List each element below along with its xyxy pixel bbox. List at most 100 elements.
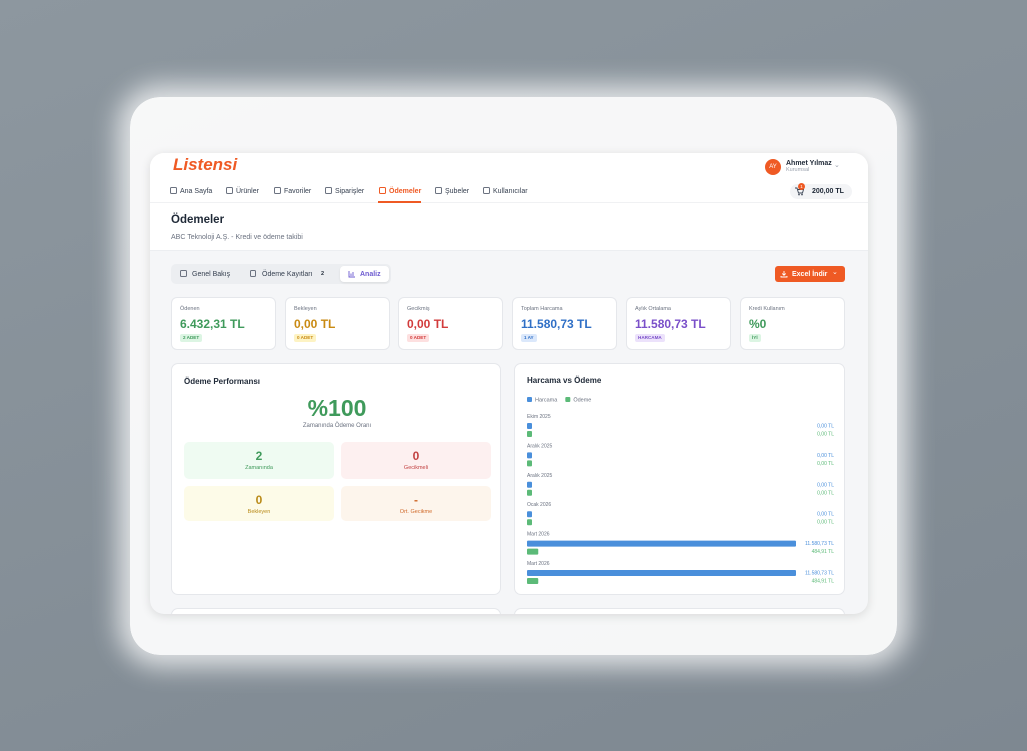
bar	[527, 519, 532, 526]
panel-title: Ödeme Performansı	[184, 377, 261, 386]
tab[interactable]: Ödeme Kayıtları	[262, 271, 313, 278]
stat-badge: 0 ADET	[294, 334, 317, 342]
stat-label: Ödenen	[180, 306, 200, 312]
stat-label: Aylık Ortalama	[635, 306, 671, 312]
tab-icon	[250, 270, 256, 277]
value-label: 0,00 TL	[817, 482, 834, 488]
bar	[527, 570, 796, 576]
nav-icon	[483, 187, 490, 194]
legend-label: Harcama	[535, 398, 558, 404]
value-label: 0,00 TL	[817, 424, 834, 430]
stat-value: %0	[749, 317, 767, 331]
bar	[527, 460, 532, 467]
stat-badge: 1 AY	[521, 334, 537, 342]
value-label: 0,00 TL	[817, 432, 834, 438]
stat-card: Toplam Harcama 11.580,73 TL 1 AY	[512, 297, 617, 350]
bar	[527, 423, 532, 429]
stat-box: 2 Zamanında	[184, 442, 334, 479]
app-window: Listensi AY Ahmet Yılmaz Kurumsal ⌄ 1 20…	[150, 153, 868, 614]
stat-badge: İYİ	[749, 334, 761, 342]
box-value: 0	[255, 493, 263, 507]
panel-partial	[514, 608, 845, 614]
avatar-initials: AY	[769, 164, 777, 170]
divider	[150, 202, 868, 203]
bar	[527, 511, 532, 518]
bar	[527, 540, 796, 547]
header: Listensi AY Ahmet Yılmaz Kurumsal ⌄ 1 20…	[150, 153, 868, 251]
tab-badge: 2	[321, 270, 325, 277]
chart-title: Harcama vs Ödeme	[527, 376, 602, 385]
rate-label: Zamanında Ödeme Oranı	[302, 423, 372, 429]
box-label: Zamanında	[245, 465, 273, 471]
nav-item[interactable]: Siparişler	[335, 188, 365, 195]
nav-icon	[325, 187, 332, 194]
value-label: 11.580,73 TL	[805, 571, 834, 577]
stat-label: Bekleyen	[294, 306, 317, 312]
nav-icon	[379, 187, 386, 194]
chevron[interactable]: ⌄	[834, 162, 840, 169]
box-label: Ort. Gecikme	[399, 509, 433, 515]
nav-icon	[274, 187, 281, 194]
box-value: -	[414, 493, 418, 507]
export-button[interactable]	[775, 266, 845, 282]
stat-badge: 2 ADET	[180, 334, 203, 342]
user-role: Kurumsal	[786, 167, 810, 173]
avatar[interactable]	[765, 159, 781, 175]
nav-item[interactable]: Ödemeler	[389, 188, 422, 195]
bar	[527, 481, 532, 488]
tab-icon	[180, 270, 187, 277]
cart-badge-text: 1	[800, 183, 803, 189]
value-label: 0,00 TL	[817, 490, 834, 496]
cart[interactable]	[790, 184, 852, 199]
box-value: 0	[412, 449, 420, 463]
stat-card: Bekleyen 0,00 TL 0 ADET	[285, 297, 390, 350]
user-name[interactable]: Ahmet Yılmaz	[786, 160, 832, 167]
stat-badge: HARCAMA	[635, 334, 665, 342]
nav-item[interactable]: Kullanıcılar	[493, 188, 528, 195]
tab[interactable]: Analiz	[360, 271, 381, 278]
nav-item[interactable]: Ana Sayfa	[180, 188, 213, 195]
stat-label: Kredi Kullanım	[749, 306, 785, 312]
nav-item[interactable]: Ürünler	[236, 188, 259, 195]
bar	[527, 431, 532, 437]
stat-card: Gecikmiş 0,00 TL 0 ADET	[398, 297, 503, 350]
category-label: Aralık 2025	[527, 473, 553, 479]
legend-label: Ödeme	[573, 397, 591, 404]
bar	[527, 548, 539, 555]
tab-icon	[348, 271, 355, 278]
category-label: Mart 2026	[527, 561, 550, 567]
rate: %100	[307, 395, 367, 421]
value-label: 11.580,73 TL	[805, 541, 834, 547]
value-label: 0,00 TL	[817, 512, 834, 518]
stat-box: 0 Gecikmeli	[341, 442, 491, 479]
panel-partial	[171, 608, 501, 614]
nav-item[interactable]: Favoriler	[284, 188, 312, 195]
nav-icon	[170, 187, 177, 194]
box-label: Gecikmeli	[403, 465, 429, 471]
active-tab[interactable]	[340, 266, 389, 282]
box-label: Bekleyen	[247, 509, 271, 515]
active-underline	[378, 201, 421, 203]
value-label: 484,91 TL	[812, 579, 835, 585]
nav-item[interactable]: Şubeler	[445, 188, 470, 195]
stat-label: Gecikmiş	[407, 306, 430, 312]
stat-box: 0 Bekleyen	[184, 486, 334, 521]
cart-total: 200,00 TL	[812, 188, 844, 195]
stat-value: 11.580,73 TL	[521, 317, 592, 331]
stat-label: Toplam Harcama	[521, 306, 563, 312]
stat-value: 0,00 TL	[407, 317, 449, 331]
tab[interactable]: Genel Bakış	[192, 271, 231, 278]
value-label: 0,00 TL	[817, 453, 834, 459]
nav-icon	[226, 187, 233, 194]
chart-panel: Harcama vs Ödeme Harcama Ödeme Ekim 2025 0,…	[514, 363, 845, 595]
category-label: Mart 2026	[527, 532, 550, 538]
stat-box: - Ort. Gecikme	[341, 486, 491, 521]
export-chevron: ⌄	[832, 269, 838, 276]
bar	[527, 578, 539, 584]
stat-card: Ödenen 6.432,31 TL 2 ADET	[171, 297, 276, 350]
stat-value: 0,00 TL	[294, 317, 336, 331]
logo[interactable]: Listensi	[173, 155, 238, 174]
cart-badge	[798, 183, 805, 190]
performance-panel: Ödeme Performansı %100 Zamanında Ödeme O…	[171, 363, 501, 595]
